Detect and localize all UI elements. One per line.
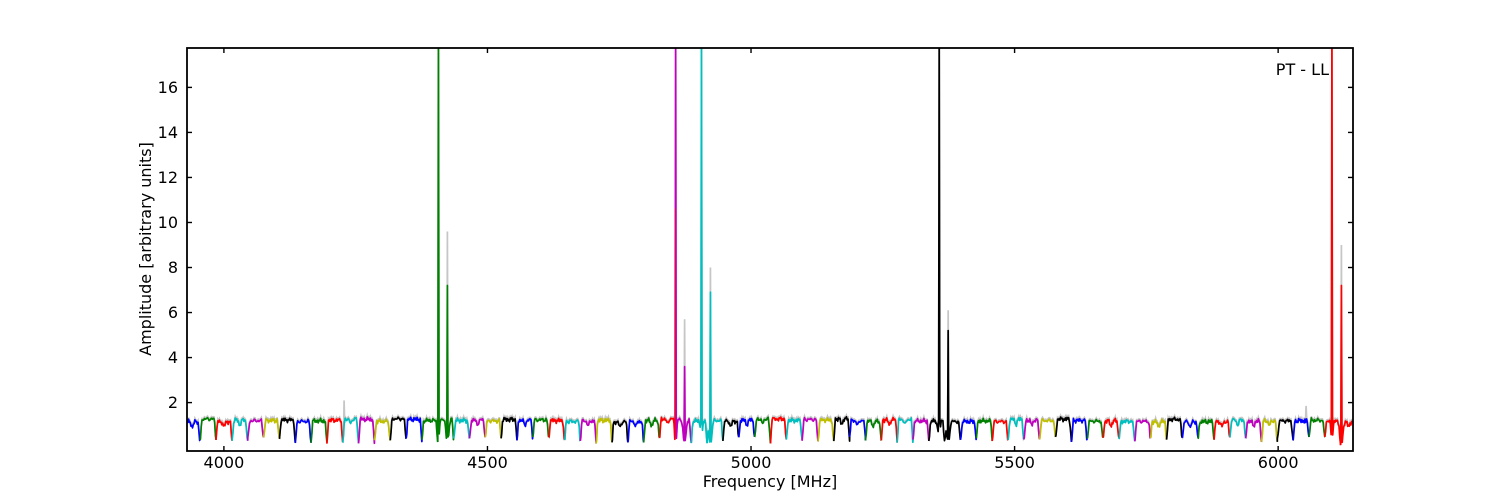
spectral-window-trace — [215, 419, 233, 441]
spectral-window-trace — [959, 418, 978, 441]
spectral-window-trace — [1197, 418, 1215, 440]
spectral-window-trace — [278, 417, 297, 443]
spectral-window-trace — [389, 416, 407, 441]
spectral-window-trace — [246, 418, 265, 441]
spectral-window-trace — [753, 416, 772, 444]
spectral-window-trace — [817, 416, 835, 443]
spectral-window-trace — [294, 418, 312, 444]
spectral-window-trace — [262, 417, 281, 439]
spectral-window-trace — [611, 419, 629, 443]
spectral-window-trace — [326, 417, 344, 444]
spectral-window-trace — [595, 417, 613, 444]
spectral-window-trace — [421, 417, 439, 443]
spectral-window-trace — [1292, 417, 1310, 442]
spectral-window-trace — [785, 417, 803, 441]
y-tick-label: 14 — [158, 123, 178, 142]
spectral-window-trace — [405, 416, 423, 443]
spectral-window-trace — [1165, 416, 1184, 440]
spectral-window-trace — [975, 417, 994, 442]
spectral-window-trace — [848, 418, 867, 441]
spectral-window-trace — [722, 418, 740, 441]
spectral-window-trace — [373, 418, 392, 442]
spectral-window-trace — [187, 418, 201, 442]
spectral-window-trace — [832, 415, 851, 442]
spectral-window-trace — [690, 48, 708, 444]
spectral-window-trace — [706, 291, 724, 444]
spectral-window-trace — [1276, 418, 1294, 442]
spectral-window-trace — [452, 417, 471, 439]
spectral-window-trace — [1181, 419, 1199, 439]
x-tick-label: 5500 — [994, 453, 1035, 472]
spectral-window-trace — [864, 418, 883, 442]
spectral-window-trace — [310, 417, 328, 443]
spectral-window-trace — [357, 416, 376, 445]
spectral-window-trace — [880, 416, 898, 443]
y-tick-label: 8 — [168, 258, 178, 277]
x-tick-label: 6000 — [1258, 453, 1299, 472]
spectral-window-trace — [341, 417, 360, 444]
spectral-window-trace — [1339, 284, 1353, 446]
y-tick-label: 12 — [158, 168, 178, 187]
spectral-window-trace — [1086, 418, 1104, 439]
spectral-window-trace — [231, 417, 249, 442]
spectral-window-trace — [1023, 417, 1041, 440]
y-tick-label: 6 — [168, 303, 178, 322]
spectral-window-trace — [658, 208, 677, 441]
y-tick-label: 16 — [158, 78, 178, 97]
spectral-window-trace — [548, 417, 566, 441]
spectral-window-trace — [516, 418, 534, 441]
x-tick-label: 5000 — [731, 453, 772, 472]
spectral-window-trace — [1323, 48, 1342, 446]
spectral-window-trace — [627, 418, 645, 443]
spectral-window-trace — [1118, 418, 1136, 442]
spectral-window-trace — [642, 417, 661, 443]
y-axis-label: Amplitude [arbitrary units] — [136, 142, 155, 356]
spectral-window-trace — [531, 417, 550, 438]
correlation-label: PT - LL — [1276, 60, 1329, 79]
spectral-window-trace — [1007, 416, 1025, 441]
spectral-window-trace — [737, 417, 756, 438]
spectral-window-trace — [801, 416, 819, 442]
spectral-window-trace — [674, 48, 693, 444]
spectral-window-trace — [1213, 419, 1231, 441]
plot-axes-layer: 4000 4500 5000 5500 6000 2 4 6 8 10 12 14 16 — [158, 47, 1354, 472]
y-tick-label: 10 — [158, 213, 178, 232]
x-tick-label: 4500 — [467, 453, 508, 472]
spectral-window-trace — [484, 417, 502, 439]
spectral-window-trace — [1054, 416, 1073, 442]
spectral-window-trace — [1133, 419, 1152, 442]
spectral-window-trace — [1149, 418, 1168, 440]
spectral-window-trace — [1244, 417, 1263, 442]
spectral-window-trace — [468, 417, 487, 439]
spectral-window-trace — [1260, 417, 1279, 443]
spectral-window-trace — [1229, 417, 1247, 439]
spectral-window-trace — [436, 48, 455, 442]
axes-frame — [186, 47, 1354, 452]
spectral-window-trace — [769, 416, 788, 444]
spectral-window-trace — [563, 419, 581, 442]
spectral-window-trace — [991, 419, 1009, 442]
y-tick-label: 4 — [168, 348, 178, 367]
spectral-window-trace — [912, 417, 930, 442]
gray-reference-trace — [187, 48, 1353, 446]
spectral-window-trace — [199, 416, 217, 441]
plot-data-layers — [187, 48, 1353, 446]
spectral-window-trace — [943, 329, 962, 441]
x-axis-label: Frequency [MHz] — [703, 472, 837, 491]
y-tick-label: 2 — [168, 393, 178, 412]
spectral-window-trace — [1102, 417, 1120, 438]
spectral-window-trace — [1308, 416, 1326, 438]
x-tick-label: 4000 — [204, 453, 245, 472]
spectral-window-trace — [896, 417, 914, 444]
spectral-window-trace — [579, 418, 598, 444]
spectral-window-trace — [1038, 417, 1057, 440]
spectral-window-trace — [1070, 417, 1089, 443]
spectral-window-trace — [500, 416, 518, 441]
spectral-window-trace — [927, 48, 946, 442]
